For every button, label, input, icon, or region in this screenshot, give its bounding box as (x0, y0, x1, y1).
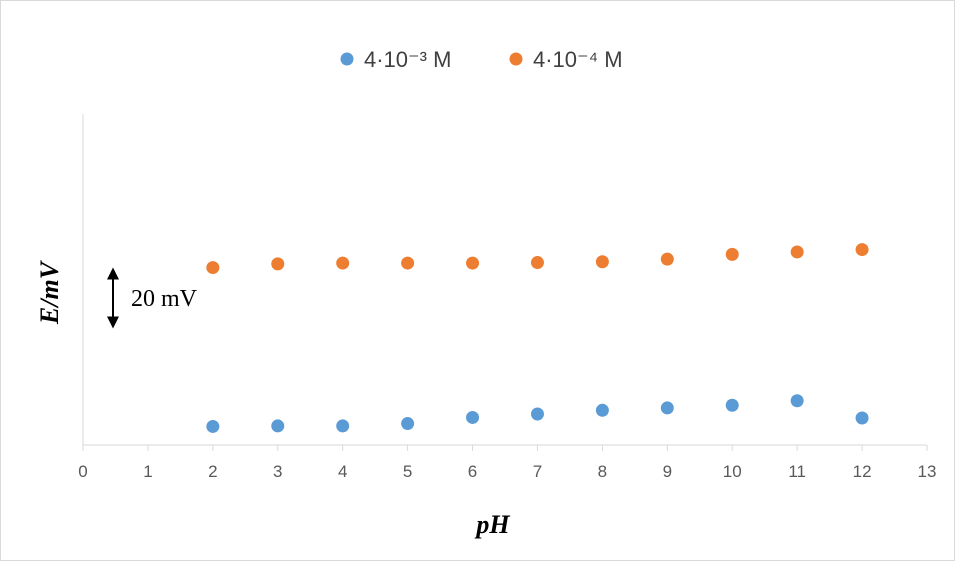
x-tick-label: 0 (78, 462, 87, 481)
data-point-series-2 (466, 257, 479, 270)
legend-label-2: 4·10⁻⁴ M (533, 47, 623, 72)
data-point-series-2 (661, 253, 674, 266)
x-tick-label: 3 (273, 462, 282, 481)
x-tick-label: 12 (853, 462, 872, 481)
legend-marker-1 (341, 53, 354, 66)
data-point-series-1 (401, 417, 414, 430)
data-point-series-2 (531, 256, 544, 269)
x-tick-label: 2 (208, 462, 217, 481)
x-tick-label: 9 (663, 462, 672, 481)
data-point-series-2 (726, 248, 739, 261)
arrow-up-icon (107, 268, 119, 280)
data-point-series-2 (856, 243, 869, 256)
y-axis-title: E/mV (35, 259, 64, 325)
x-tick-label: 8 (598, 462, 607, 481)
x-axis-title: pH (474, 510, 510, 539)
x-tick-label: 4 (338, 462, 347, 481)
legend: 4·10⁻³ M 4·10⁻⁴ M (341, 47, 623, 72)
data-point-series-1 (336, 419, 349, 432)
data-points (206, 243, 868, 433)
x-tick-label: 11 (788, 462, 806, 481)
x-tick-label: 13 (918, 462, 937, 481)
x-tick-label: 6 (468, 462, 477, 481)
data-point-series-1 (466, 411, 479, 424)
data-point-series-1 (791, 394, 804, 407)
x-tick-label: 5 (403, 462, 412, 481)
data-point-series-2 (596, 255, 609, 268)
data-point-series-2 (206, 261, 219, 274)
data-point-series-1 (531, 408, 544, 421)
data-point-series-2 (401, 257, 414, 270)
data-point-series-1 (596, 404, 609, 417)
x-tick-label: 1 (143, 462, 152, 481)
arrow-down-icon (107, 316, 119, 328)
legend-label-1: 4·10⁻³ M (364, 47, 451, 72)
data-point-series-1 (726, 399, 739, 412)
data-point-series-2 (791, 245, 804, 258)
data-point-series-1 (206, 420, 219, 433)
x-tick-label: 10 (723, 462, 742, 481)
x-tick-labels: 0 1 2 3 4 5 6 7 8 9 10 11 12 13 (78, 462, 936, 481)
data-point-series-1 (661, 401, 674, 414)
data-point-series-1 (271, 419, 284, 432)
x-tick-label: 7 (533, 462, 542, 481)
data-point-series-2 (271, 257, 284, 270)
legend-marker-2 (510, 53, 523, 66)
data-point-series-2 (336, 257, 349, 270)
scale-bar: 20 mV (107, 268, 198, 329)
scale-bar-label: 20 mV (131, 286, 198, 312)
data-point-series-1 (856, 411, 869, 424)
